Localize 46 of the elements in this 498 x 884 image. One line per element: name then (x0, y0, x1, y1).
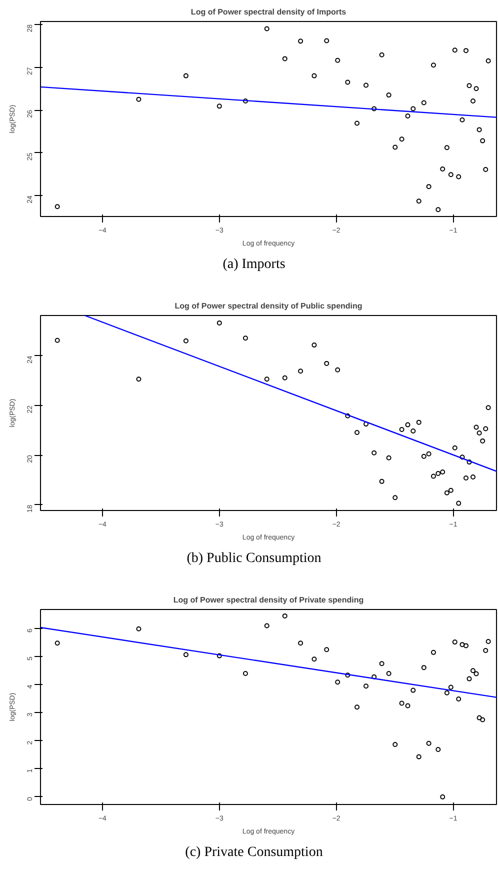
point (426, 740, 432, 746)
point (476, 715, 482, 720)
text: (b) Public Consumption (186, 550, 322, 568)
point (364, 684, 369, 689)
point (335, 680, 340, 685)
point (312, 656, 317, 662)
point (264, 623, 270, 628)
point (452, 640, 458, 645)
point (345, 672, 350, 678)
point (54, 640, 60, 646)
point (430, 650, 436, 655)
point (183, 652, 188, 658)
point (386, 670, 392, 676)
point (282, 613, 288, 618)
point (483, 648, 488, 653)
point (216, 653, 222, 658)
point (486, 638, 491, 644)
point (399, 700, 404, 706)
chart-title: Log of Power spectral density of Imports (190, 8, 347, 16)
point (456, 696, 462, 702)
point (440, 794, 446, 800)
point (416, 754, 422, 760)
point (460, 642, 465, 648)
chart-title: Log of Power spectral density of Public spending (174, 302, 362, 310)
point (480, 717, 486, 722)
point (392, 742, 398, 747)
text: (c) Private Consumption (185, 844, 323, 862)
point (444, 690, 450, 696)
text: (a) Imports (222, 256, 286, 274)
point (436, 747, 441, 752)
point (242, 670, 248, 676)
point (298, 640, 304, 646)
point (474, 671, 479, 676)
point (421, 665, 426, 670)
point (463, 643, 468, 648)
point (372, 674, 377, 680)
point (466, 676, 472, 682)
point (470, 668, 476, 674)
point (354, 704, 360, 710)
point (410, 688, 416, 693)
point (405, 703, 410, 708)
point (379, 661, 384, 666)
point (324, 647, 330, 652)
point (448, 684, 454, 690)
chart-title: Log of Power spectral density of Private spending (173, 596, 364, 604)
point (136, 626, 142, 632)
